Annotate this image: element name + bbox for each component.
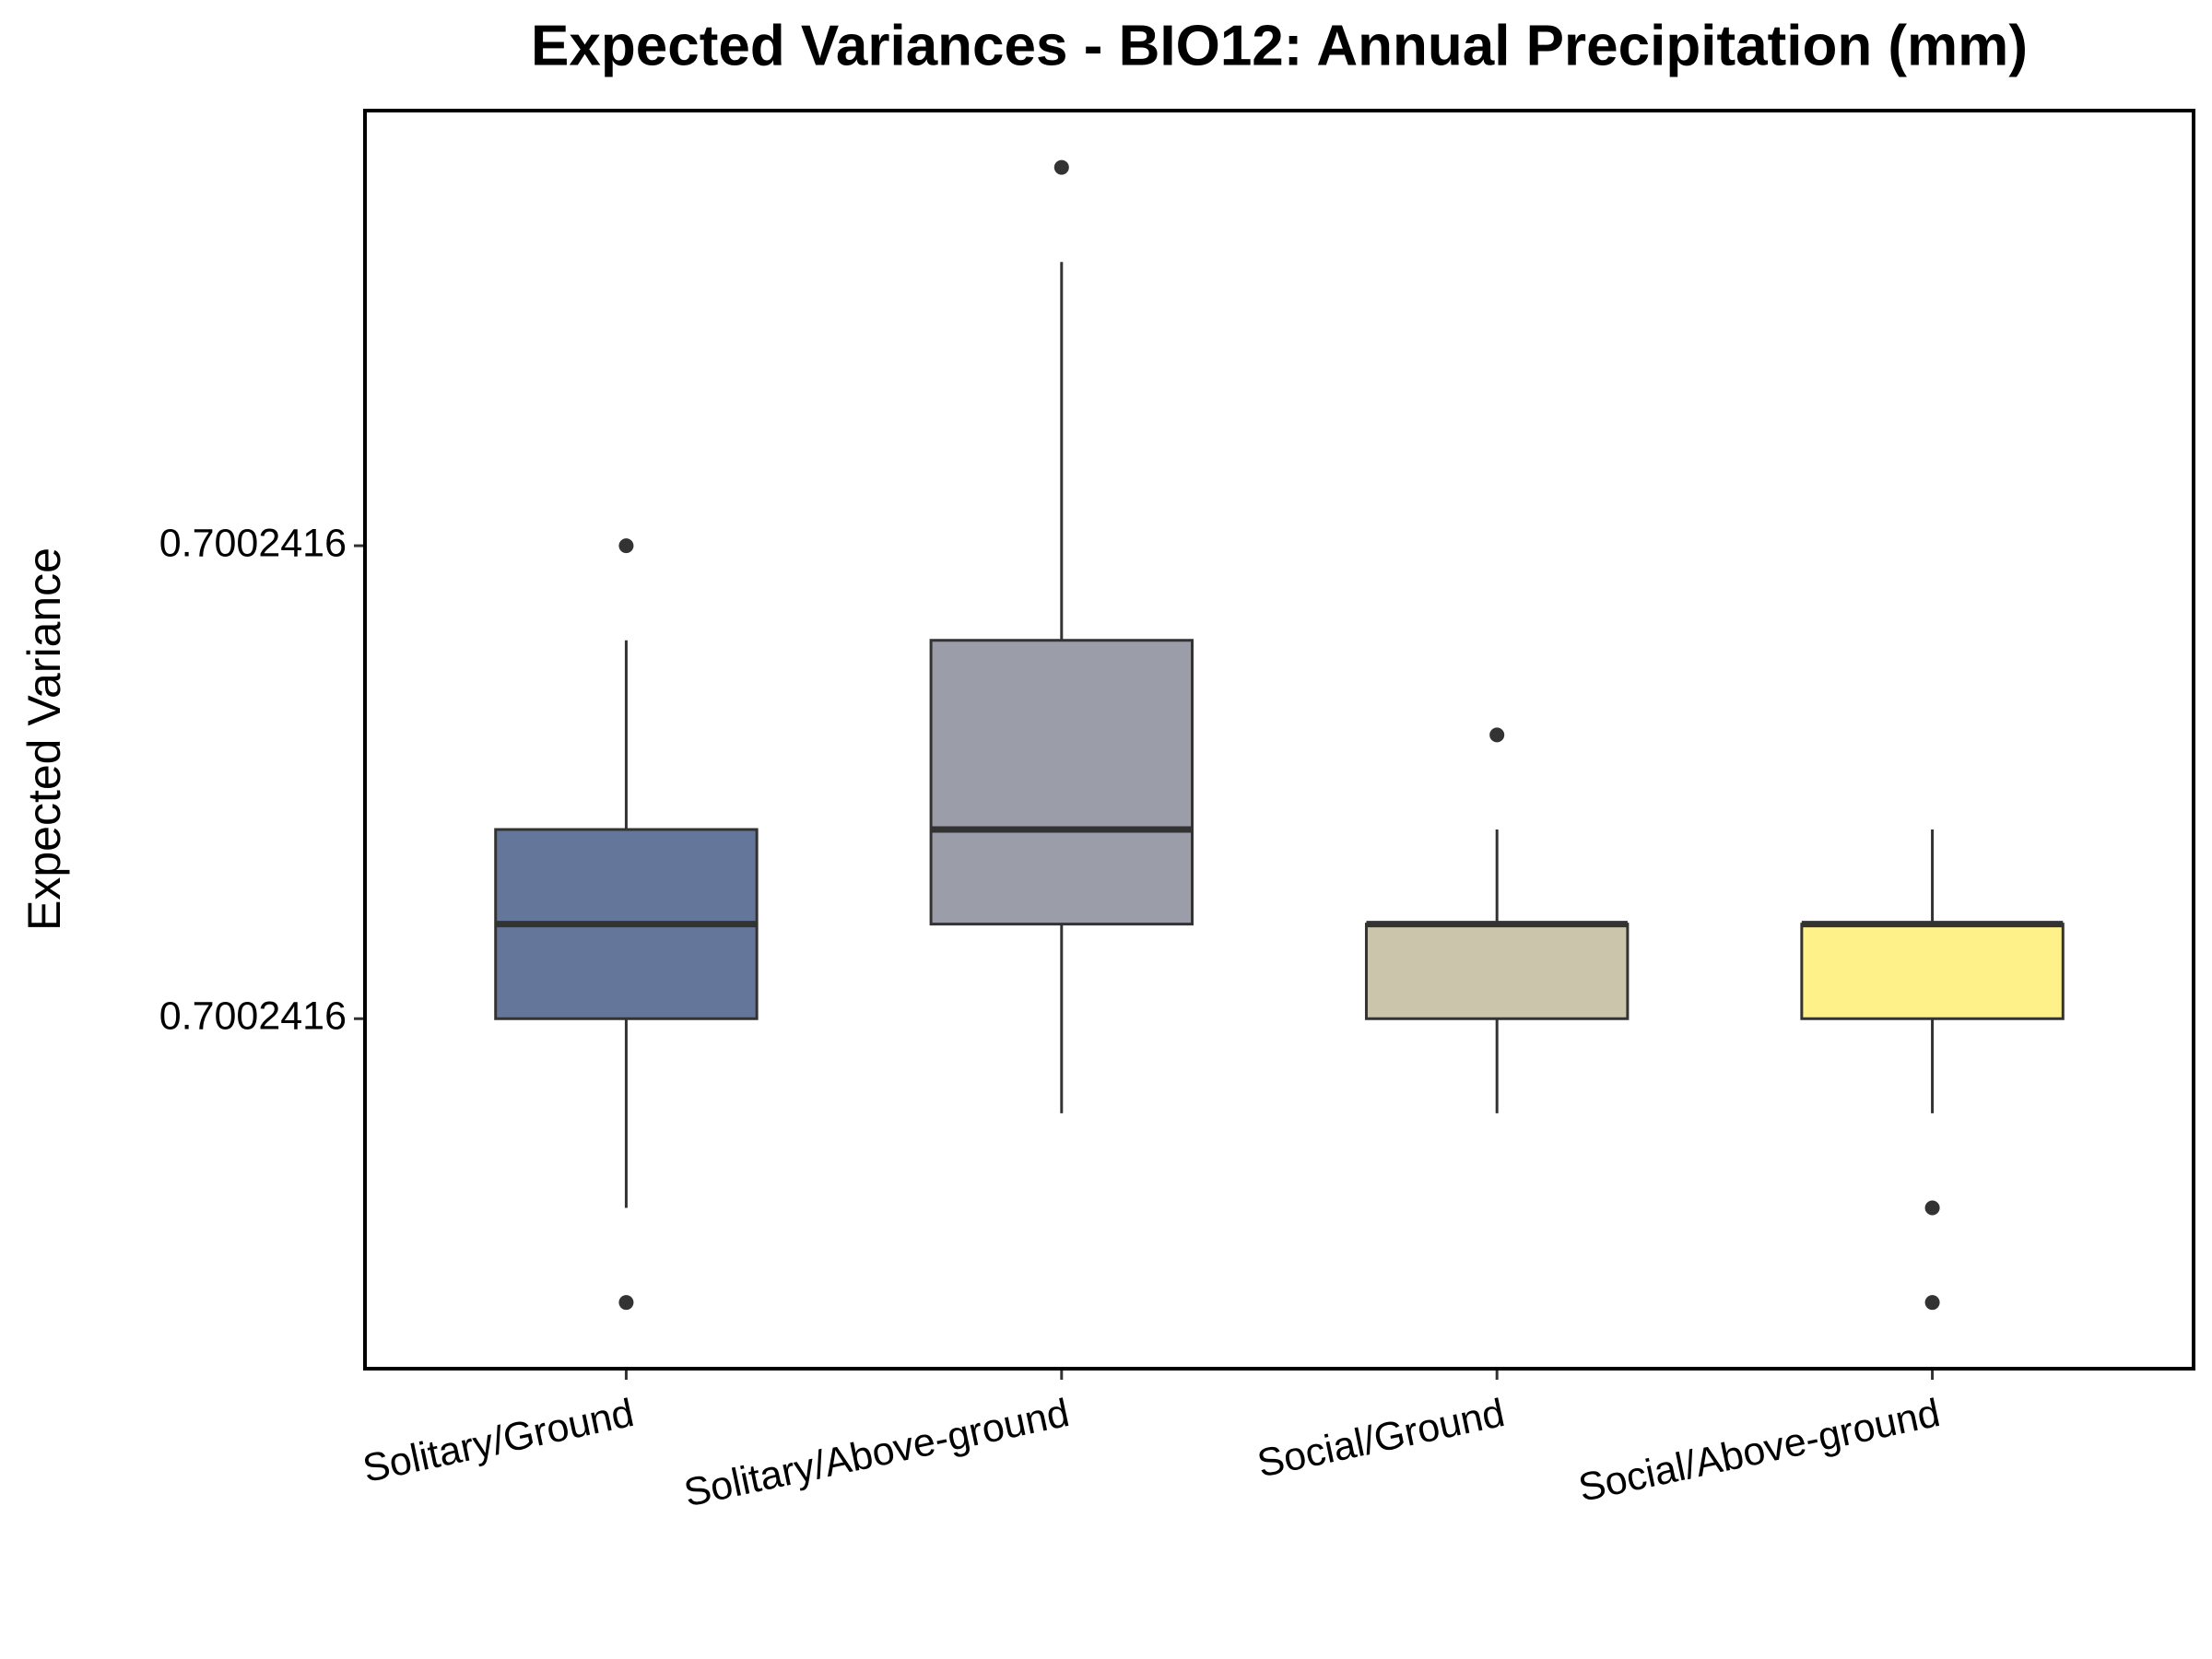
x-tick-label: Social/Above-ground	[1575, 1391, 1944, 1511]
box	[1800, 923, 2065, 1020]
x-tick-label: Solitary/Ground	[359, 1391, 638, 1491]
y-axis-title: Expected Variance	[18, 547, 70, 931]
outlier	[1924, 1200, 1940, 1216]
plot-border	[363, 109, 2195, 1371]
outlier	[1924, 1295, 1940, 1311]
box	[929, 639, 1194, 926]
y-tick-label: 0.7002416	[159, 994, 347, 1039]
outlier	[618, 1295, 634, 1311]
x-tick-label: Social/Ground	[1253, 1391, 1509, 1487]
y-tick-label: 0.7002416	[159, 521, 347, 565]
box	[1364, 923, 1630, 1020]
x-tick-label: Solitary/Above-ground	[680, 1391, 1073, 1515]
outlier	[1053, 159, 1069, 175]
chart-title: Expected Variances - BIO12: Annual Preci…	[531, 14, 2028, 77]
outlier	[1489, 727, 1505, 743]
outlier	[618, 538, 634, 554]
